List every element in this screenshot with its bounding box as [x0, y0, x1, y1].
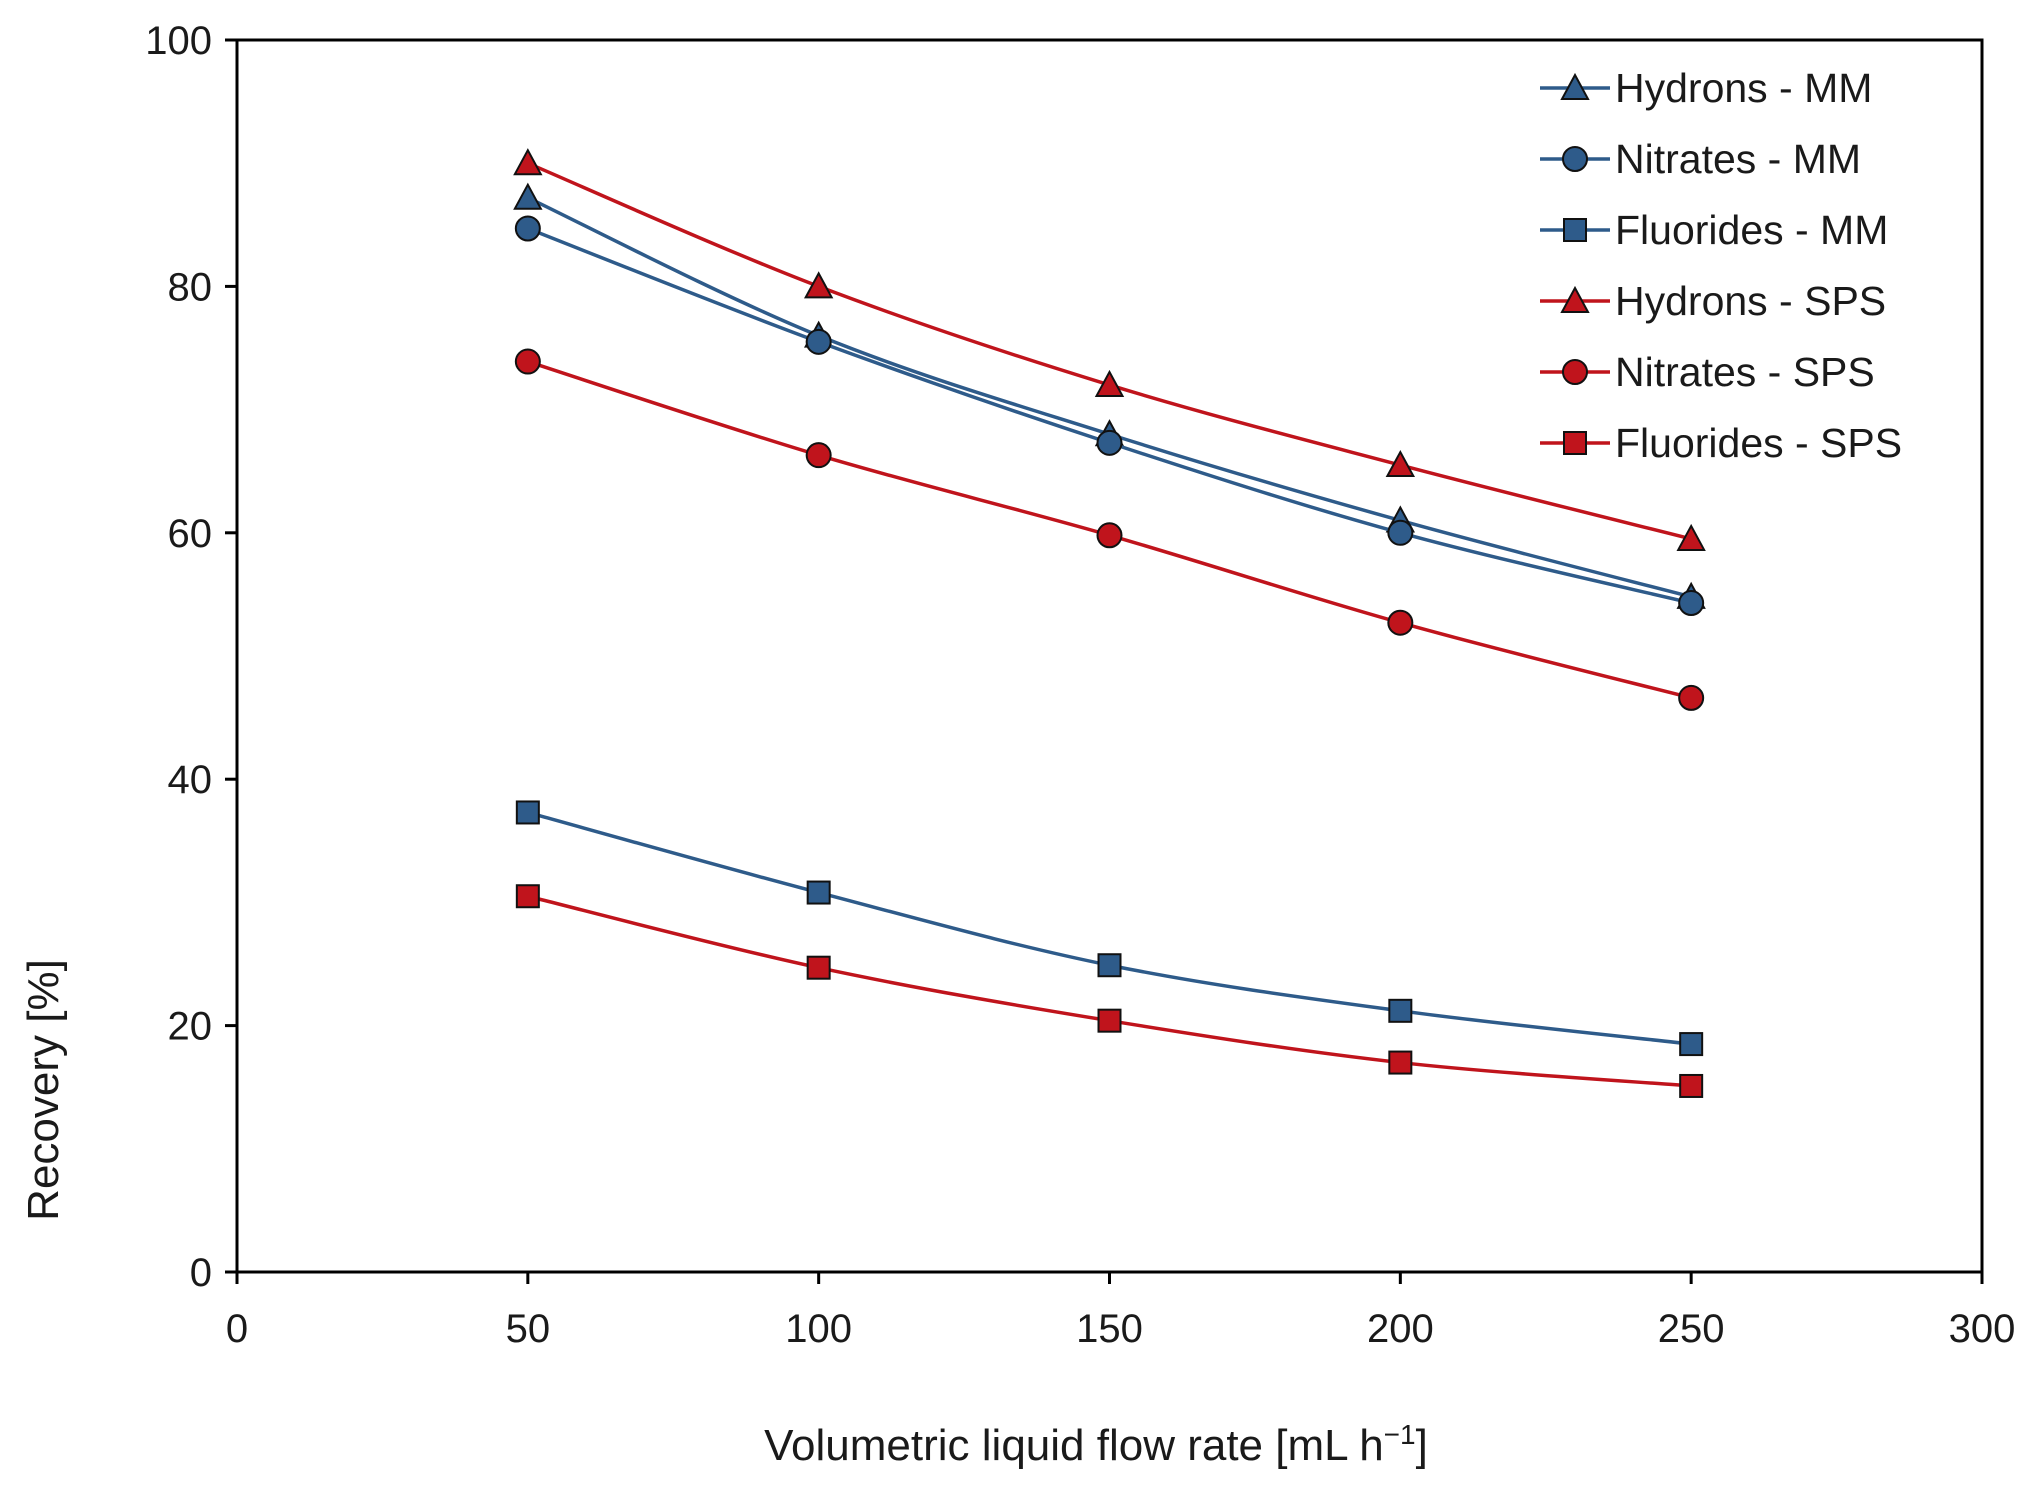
data-point-nitrates-mm [805, 328, 832, 355]
data-point-nitrates-sps [1096, 522, 1123, 549]
x-axis-title-suffix: ] [1416, 1421, 1428, 1470]
x-tick-label: 250 [1658, 1307, 1725, 1351]
y-axis-title: Recovery [%] [19, 959, 68, 1221]
data-point-fluorides-sps [1097, 1008, 1122, 1033]
data-point-nitrates-sps [805, 442, 832, 469]
legend-label-hydrons-mm: Hydrons - MM [1615, 65, 1872, 111]
legend-label-hydrons-sps: Hydrons - SPS [1615, 278, 1886, 324]
data-point-fluorides-sps [515, 884, 540, 909]
data-point-hydrons-sps [1385, 449, 1416, 478]
x-tick-label: 50 [506, 1307, 551, 1351]
data-point-hydrons-sps [1676, 523, 1706, 551]
legend-marker-nitrates-mm [1562, 146, 1588, 172]
legend-marker-hydrons-sps [1560, 285, 1590, 313]
data-point-fluorides-mm [806, 880, 831, 905]
y-tick-label: 80 [168, 265, 213, 309]
data-point-fluorides-sps [1679, 1073, 1704, 1098]
series-line-hydrons-sps [527, 161, 1692, 541]
data-point-fluorides-mm [1388, 998, 1413, 1023]
x-axis-title: Volumetric liquid flow rate [mL h−1] [764, 1419, 1428, 1470]
data-point-fluorides-sps [806, 955, 831, 980]
data-point-nitrates-mm [1387, 519, 1414, 546]
legend-marker-fluorides-sps [1563, 431, 1587, 455]
x-tick-label: 300 [1949, 1307, 2016, 1351]
x-tick-label: 200 [1367, 1307, 1434, 1351]
legend-label-nitrates-mm: Nitrates - MM [1615, 136, 1861, 182]
y-tick-label: 20 [168, 1005, 213, 1049]
data-point-hydrons-sps [513, 148, 543, 176]
x-tick-label: 0 [226, 1307, 248, 1351]
legend-label-nitrates-sps: Nitrates - SPS [1615, 349, 1875, 395]
data-point-hydrons-sps [1094, 369, 1125, 397]
legend-marker-nitrates-sps [1562, 359, 1588, 385]
data-point-nitrates-mm [1678, 590, 1705, 617]
legend-label-fluorides-mm: Fluorides - MM [1615, 207, 1888, 253]
data-point-nitrates-sps [514, 348, 541, 375]
data-point-nitrates-mm [514, 215, 541, 242]
legend-marker-hydrons-mm [1560, 72, 1590, 100]
data-point-fluorides-mm [1097, 953, 1122, 978]
legend-label-fluorides-sps: Fluorides - SPS [1615, 420, 1902, 466]
x-tick-label: 150 [1076, 1307, 1143, 1351]
y-tick-label: 100 [145, 19, 212, 63]
series-line-fluorides-sps [527, 894, 1692, 1088]
data-point-nitrates-sps [1387, 609, 1414, 636]
legend: Hydrons - MM Nitrates - MM Fluorides - MM H… [1540, 65, 1902, 466]
data-point-fluorides-mm [515, 800, 540, 825]
y-tick-label: 0 [190, 1251, 212, 1295]
data-point-hydrons-mm [513, 182, 543, 210]
y-tick-label: 40 [168, 758, 213, 802]
data-point-hydrons-sps [803, 271, 834, 299]
data-point-fluorides-mm [1679, 1032, 1704, 1057]
x-axis-title-superscript: −1 [1384, 1419, 1416, 1450]
x-axis-title-main: Volumetric liquid flow rate [mL h [764, 1421, 1384, 1470]
legend-marker-fluorides-mm [1563, 218, 1587, 242]
data-point-nitrates-sps [1678, 684, 1705, 711]
data-point-fluorides-sps [1388, 1050, 1413, 1075]
data-point-nitrates-mm [1096, 429, 1123, 456]
x-tick-label: 100 [785, 1307, 852, 1351]
y-tick-label: 60 [168, 512, 213, 556]
plot-layer: 0 50 100 150 200 250 300 0 20 40 60 80 100 [145, 19, 2015, 1351]
